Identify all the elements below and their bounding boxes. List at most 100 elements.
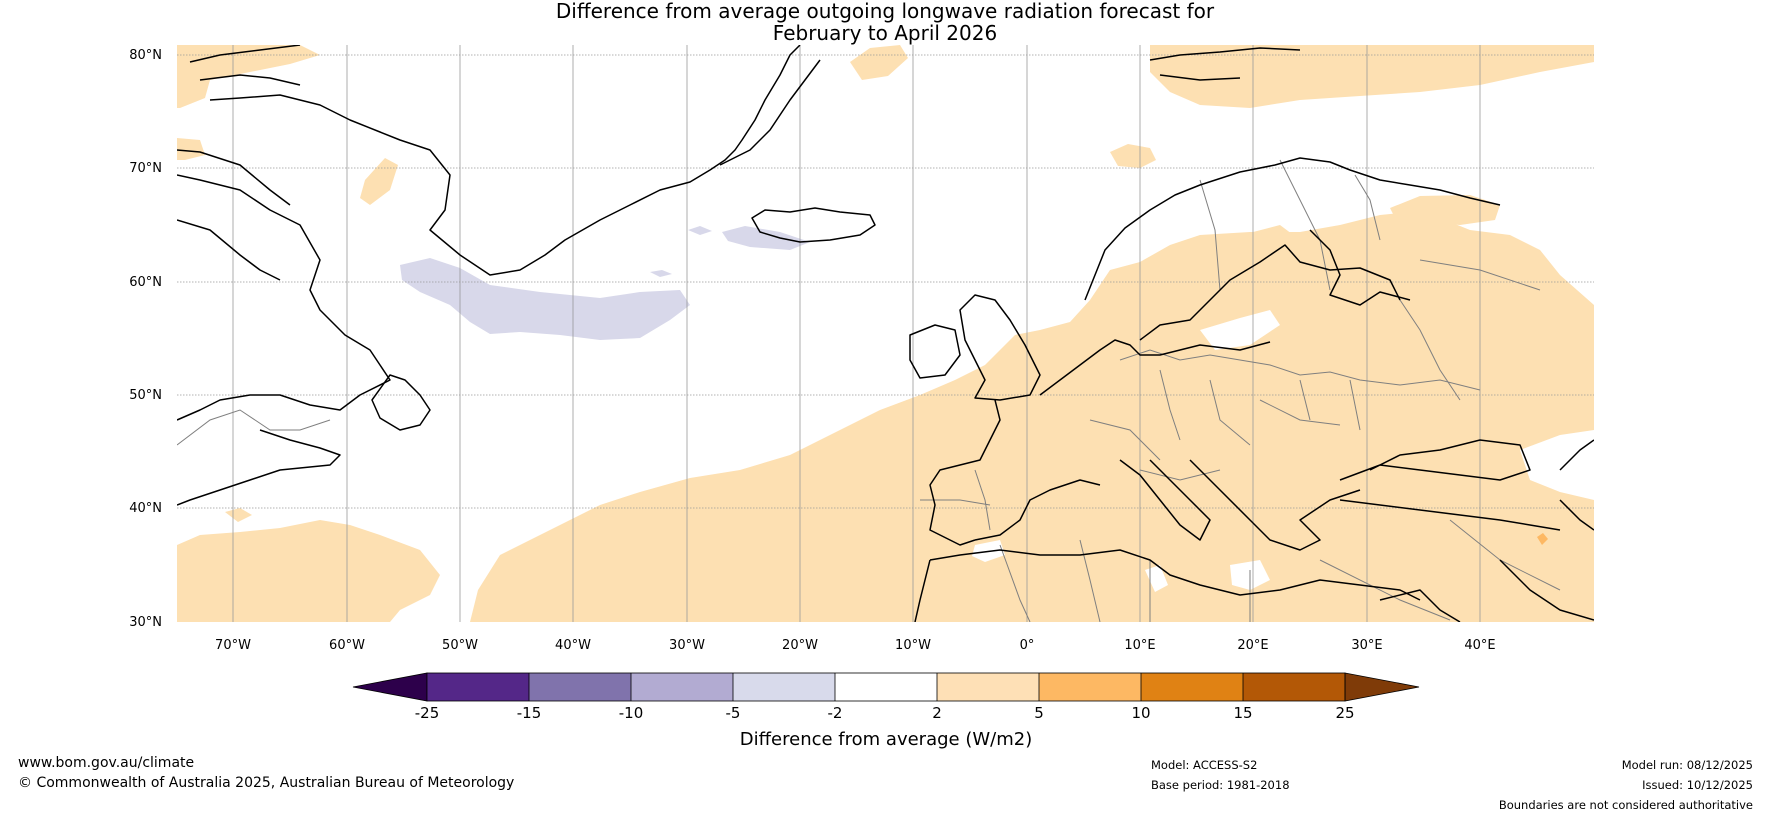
lon-label-40e: 40°E <box>1464 638 1495 653</box>
lat-label-60n: 60°N <box>129 275 162 290</box>
coast-balkans-greece <box>1189 459 1361 551</box>
lon-axis-labels: 70°W 60°W 50°W 40°W 30°W 20°W 10°W 0° 10… <box>215 638 1496 653</box>
coast-finland <box>1309 229 1411 306</box>
country-borders <box>177 159 1561 622</box>
colorbar-tick-label: 5 <box>1034 704 1044 722</box>
colorbar-tick-label: 15 <box>1233 704 1252 722</box>
lat-label-50n: 50°N <box>129 388 162 403</box>
coast-iberia-med <box>974 479 1101 541</box>
lon-label-10e: 10°E <box>1124 638 1155 653</box>
coast-ireland <box>909 324 961 379</box>
coast-middle-east <box>1379 559 1594 622</box>
near-average-area-black-sea <box>1520 430 1594 500</box>
negative-anomaly-region-tiny-b <box>650 270 672 277</box>
map-title-line-1: Difference from average outgoing longwav… <box>555 0 1215 23</box>
footer-disclaimer: Boundaries are not considered authoritat… <box>1498 798 1753 812</box>
coast-west-africa <box>914 559 931 622</box>
map-title-line-2: February to April 2026 <box>772 21 998 45</box>
colorbar-segment-neg-25-15 <box>427 673 529 701</box>
colorbar-segment-5-10 <box>1039 673 1141 701</box>
colorbar-extend-low <box>352 672 428 702</box>
footer-copyright: © Commonwealth of Australia 2025, Austra… <box>18 775 515 791</box>
footer-model-run: Model run: 08/12/2025 <box>1621 758 1753 772</box>
colorbar-tick-label: -25 <box>415 704 440 722</box>
colorbar-tick-label: 2 <box>932 704 942 722</box>
positive-anomaly-region-canada-north <box>177 45 320 108</box>
negative-anomaly-region-north-atlantic <box>400 258 690 340</box>
positive-anomaly-region-arctic <box>1150 45 1594 108</box>
lon-label-10w: 10°W <box>895 638 931 653</box>
near-average-area-tunisia <box>1145 565 1168 592</box>
coast-caspian <box>1559 439 1594 531</box>
coast-svalbard <box>1149 47 1301 81</box>
colorbar-title: Difference from average (W/m2) <box>740 729 1032 750</box>
lon-label-20e: 20°E <box>1237 638 1268 653</box>
colorbar-segment-neg-15-10 <box>529 673 631 701</box>
coast-europe-atlantic <box>929 339 1271 546</box>
colorbar-tick-label: 10 <box>1131 704 1150 722</box>
border-scandinavia <box>1199 159 1381 291</box>
coast-norway <box>1084 157 1501 301</box>
negative-anomaly-region-iceland-west <box>722 226 810 250</box>
positive-anomaly-region-north-atlantic-small <box>1110 144 1156 168</box>
colorbar-tick-label: -5 <box>726 704 741 722</box>
colorbar-segment-15-25 <box>1243 673 1345 701</box>
lat-label-40n: 40°N <box>129 501 162 516</box>
colorbar-tick-label: 25 <box>1335 704 1354 722</box>
colorbar-tick-label: -2 <box>828 704 843 722</box>
colorbar-tick-label: -15 <box>517 704 542 722</box>
positive-anomaly-region-baffin-east <box>360 158 398 205</box>
negative-anomaly-region-tiny-a <box>688 226 712 235</box>
coast-baffin <box>177 149 291 281</box>
colorbar-dividers <box>528 673 1244 701</box>
near-average-area-baltic <box>1200 310 1280 350</box>
border-central-europe <box>1089 349 1481 481</box>
lat-label-30n: 30°N <box>129 615 162 630</box>
anomaly-layer <box>177 45 1594 622</box>
lat-label-70n: 70°N <box>129 161 162 176</box>
lat-axis-labels: 80°N 70°N 60°N 50°N 40°N 30°N <box>129 48 162 630</box>
positive-anomaly-region-greenland-east <box>850 45 908 80</box>
coast-north-africa <box>929 549 1421 601</box>
coast-black-sea <box>1339 439 1531 481</box>
lon-label-0: 0° <box>1020 638 1035 653</box>
colorbar: -25 -15 -10 -5 -2 2 5 10 15 25 Differenc… <box>352 672 1420 750</box>
coast-greenland-east-fjords <box>719 59 821 166</box>
positive-anomaly-region-kola <box>1390 195 1500 225</box>
coast-nova-scotia <box>177 429 341 506</box>
lon-label-20w: 20°W <box>782 638 818 653</box>
positive-anomaly-region-europe <box>470 212 1594 622</box>
coast-italy <box>1119 459 1211 541</box>
positive-anomaly-region-small-west <box>225 508 252 522</box>
coast-greenland <box>209 45 801 276</box>
coast-iceland <box>751 207 876 243</box>
footer-base-period: Base period: 1981-2018 <box>1151 778 1290 792</box>
coast-newfoundland <box>371 374 431 431</box>
lat-label-80n: 80°N <box>129 48 162 63</box>
lon-label-60w: 60°W <box>329 638 365 653</box>
colorbar-tick-label: -10 <box>619 704 644 722</box>
lon-label-40w: 40°W <box>555 638 591 653</box>
colorbar-segment-neg-2-2 <box>835 673 937 701</box>
lon-label-50w: 50°W <box>442 638 478 653</box>
footer-model: Model: ACCESS-S2 <box>1151 758 1258 772</box>
colorbar-outline <box>426 672 1346 702</box>
lon-label-30e: 30°E <box>1351 638 1382 653</box>
graticule <box>177 45 1594 622</box>
coastlines <box>177 45 1594 622</box>
coast-turkey <box>1339 499 1561 531</box>
footer-issued: Issued: 10/12/2025 <box>1642 778 1753 792</box>
border-north-america <box>177 409 331 446</box>
positive-anomaly-region-baffin <box>177 138 205 160</box>
border-eastern-europe <box>1399 259 1541 401</box>
coast-ellesmere <box>189 45 301 86</box>
positive-anomaly-region-strong-small <box>1537 533 1548 545</box>
colorbar-extend-high <box>1344 672 1420 702</box>
positive-anomaly-region-west-atlantic <box>177 520 440 622</box>
footer-website[interactable]: www.bom.gov.au/climate <box>18 755 195 771</box>
lon-label-30w: 30°W <box>669 638 705 653</box>
border-africa <box>999 519 1561 622</box>
colorbar-segment-neg-5-2 <box>733 673 835 701</box>
coast-labrador <box>177 174 391 421</box>
